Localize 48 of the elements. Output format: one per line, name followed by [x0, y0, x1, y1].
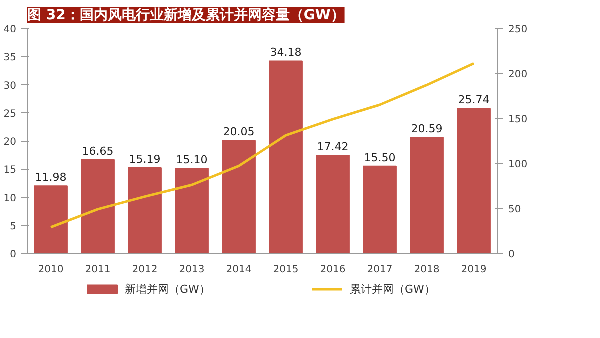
y-tick-label: 40 [4, 24, 17, 36]
y-tick-label: 0 [10, 250, 17, 260]
data-label: 15.10 [176, 154, 208, 167]
bar [128, 168, 162, 254]
bar [81, 159, 115, 254]
bar [410, 137, 444, 254]
y-tick-label: 30 [4, 80, 17, 92]
y2-tick-label: 50 [508, 204, 522, 216]
x-tick-label: 2016 [320, 264, 346, 276]
y2-tick-label: 250 [508, 24, 528, 36]
bar [222, 140, 256, 254]
x-tick-label: 2017 [367, 264, 393, 276]
bar [363, 166, 397, 254]
bar [34, 186, 68, 254]
data-label: 11.98 [35, 171, 67, 184]
chart-title: 图 32：国内风电行业新增及累计并网容量（GW） [28, 6, 345, 24]
x-tick-label: 2019 [461, 264, 487, 276]
bar [175, 168, 209, 254]
legend-label: 累计并网（GW） [350, 283, 436, 296]
bar [457, 108, 491, 254]
bar [269, 60, 303, 254]
y-tick-label: 15 [4, 165, 17, 176]
data-label: 17.42 [317, 140, 349, 154]
x-tick-label: 2018 [414, 264, 440, 276]
data-label: 16.65 [82, 144, 114, 158]
x-tick-label: 2010 [38, 264, 64, 276]
data-label: 34.18 [270, 46, 302, 60]
y-tick-label: 5 [10, 221, 17, 232]
bar [316, 155, 350, 254]
y-tick-label: 20 [4, 137, 17, 148]
data-label: 20.05 [223, 126, 255, 139]
data-label: 15.50 [364, 151, 396, 164]
y-tick-label: 25 [4, 108, 17, 120]
x-tick-label: 2011 [85, 264, 111, 276]
x-tick-label: 2015 [273, 264, 299, 276]
data-label: 15.19 [129, 153, 161, 166]
data-label: 25.74 [458, 94, 490, 107]
legend-label: 新增并网（GW） [125, 283, 210, 296]
y2-tick-label: 0 [508, 250, 515, 260]
x-tick-label: 2012 [132, 264, 158, 276]
y-tick-label: 35 [4, 52, 17, 64]
y2-tick-label: 200 [508, 70, 528, 80]
y-tick-label: 10 [4, 193, 17, 204]
x-tick-label: 2013 [179, 264, 205, 276]
data-label: 20.59 [411, 122, 443, 136]
y2-tick-label: 150 [508, 114, 528, 126]
y2-tick-label: 100 [508, 160, 528, 170]
x-tick-label: 2014 [226, 264, 252, 276]
